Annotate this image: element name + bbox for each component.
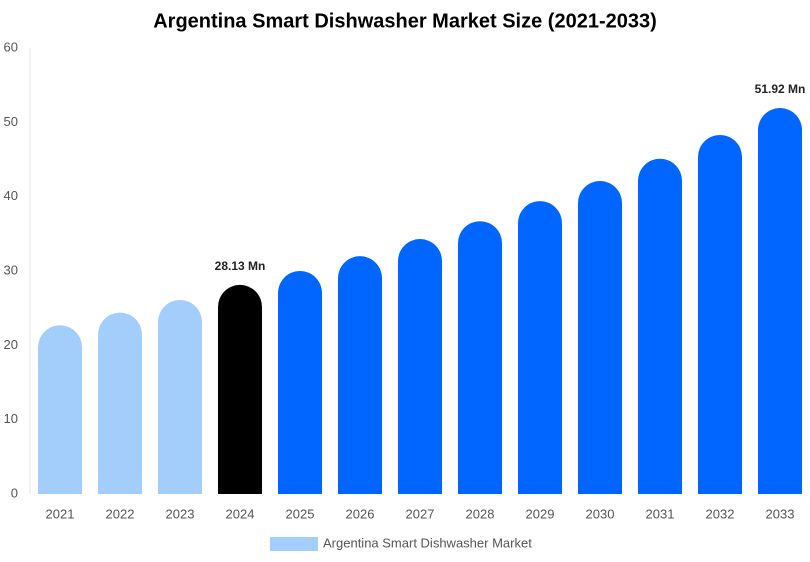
chart-title: Argentina Smart Dishwasher Market Size (…	[153, 10, 657, 32]
bar	[638, 158, 682, 495]
y-tick-label: 40	[4, 188, 18, 203]
bar	[218, 284, 262, 494]
bar	[698, 135, 742, 495]
x-tick-label: 2027	[406, 506, 435, 521]
x-tick-label: 2032	[706, 506, 735, 521]
bar	[398, 239, 442, 494]
x-tick-label: 2028	[466, 506, 495, 521]
bar	[98, 312, 142, 494]
x-tick-label: 2021	[46, 506, 75, 521]
value-label: 51.92 Mn	[755, 82, 806, 96]
x-tick-label: 2031	[646, 506, 675, 521]
bar	[458, 221, 502, 494]
bar	[38, 325, 82, 494]
bar	[578, 181, 622, 494]
x-tick-label: 2030	[586, 506, 615, 521]
y-tick-label: 10	[4, 411, 18, 426]
value-label: 28.13 Mn	[215, 259, 266, 273]
y-tick-label: 50	[4, 114, 18, 129]
legend-swatch	[270, 537, 318, 551]
y-tick-label: 20	[4, 337, 18, 352]
x-tick-label: 2033	[766, 506, 795, 521]
x-tick-label: 2026	[346, 506, 375, 521]
x-tick-label: 2025	[286, 506, 315, 521]
legend-label: Argentina Smart Dishwasher Market	[323, 535, 532, 550]
x-tick-label: 2022	[106, 506, 135, 521]
bar	[278, 271, 322, 494]
bar	[158, 300, 202, 494]
x-tick-label: 2029	[526, 506, 555, 521]
y-tick-label: 60	[4, 39, 18, 54]
y-tick-label: 30	[4, 262, 18, 277]
x-tick-label: 2024	[226, 506, 255, 521]
bar	[518, 201, 562, 495]
bar	[338, 256, 382, 494]
y-tick-label: 0	[11, 485, 18, 500]
x-tick-label: 2023	[166, 506, 195, 521]
bar	[758, 108, 802, 494]
